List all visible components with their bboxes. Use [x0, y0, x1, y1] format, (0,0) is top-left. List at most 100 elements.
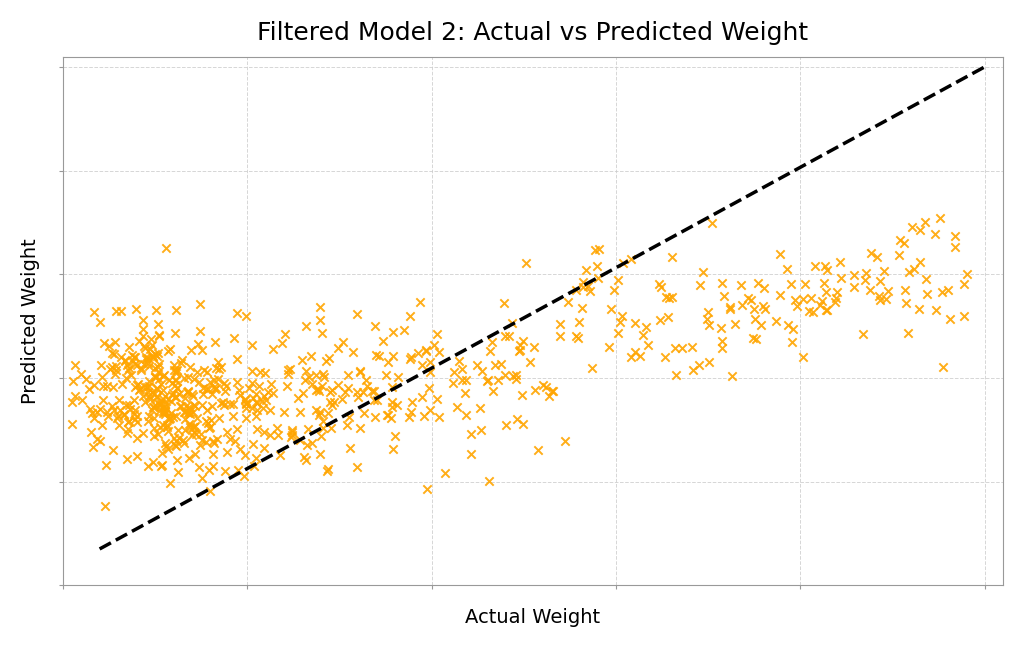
Point: [757, 304, 773, 314]
Point: [319, 464, 336, 474]
Point: [127, 405, 143, 415]
Point: [282, 364, 298, 374]
Point: [700, 319, 717, 330]
Point: [121, 342, 137, 353]
Point: [126, 382, 142, 392]
Point: [139, 388, 156, 398]
Point: [733, 280, 750, 290]
Point: [145, 351, 162, 361]
Point: [145, 402, 162, 412]
Point: [194, 472, 210, 483]
Point: [221, 434, 238, 444]
Point: [322, 397, 338, 408]
Point: [319, 408, 336, 418]
Point: [162, 413, 178, 423]
Point: [140, 415, 157, 426]
Point: [175, 438, 191, 448]
Point: [126, 352, 142, 362]
Point: [166, 360, 182, 370]
Point: [201, 465, 217, 476]
Point: [511, 346, 527, 356]
Point: [514, 389, 530, 400]
Point: [940, 284, 956, 295]
Point: [254, 397, 270, 407]
Point: [556, 436, 572, 446]
Y-axis label: Predicted Weight: Predicted Weight: [20, 238, 40, 404]
Point: [458, 410, 474, 421]
Point: [326, 397, 342, 407]
Point: [151, 319, 167, 329]
Point: [414, 360, 430, 370]
Point: [656, 352, 673, 362]
Point: [95, 338, 112, 349]
Point: [831, 257, 848, 268]
Point: [153, 461, 169, 471]
Point: [168, 392, 184, 402]
Point: [160, 394, 176, 404]
Point: [238, 394, 254, 404]
Point: [221, 399, 238, 409]
Point: [162, 344, 178, 354]
Point: [162, 478, 178, 488]
Point: [911, 304, 928, 314]
Point: [173, 401, 189, 411]
Point: [153, 398, 169, 408]
Point: [151, 330, 167, 341]
Point: [493, 359, 509, 369]
Point: [508, 374, 524, 384]
Point: [310, 386, 327, 396]
Point: [135, 390, 152, 400]
Point: [871, 276, 888, 286]
Point: [590, 273, 606, 284]
Point: [148, 391, 165, 401]
Point: [568, 330, 585, 341]
Point: [153, 379, 169, 389]
Point: [151, 373, 167, 384]
Point: [932, 213, 948, 224]
Point: [437, 468, 454, 478]
Point: [854, 329, 870, 340]
Point: [716, 291, 732, 301]
Point: [366, 386, 382, 397]
Point: [63, 419, 80, 429]
Point: [463, 449, 479, 459]
Point: [868, 251, 885, 262]
Point: [463, 429, 479, 439]
Point: [208, 362, 224, 373]
Point: [746, 304, 763, 314]
Point: [897, 285, 913, 295]
Point: [198, 384, 214, 394]
Point: [213, 397, 229, 408]
Point: [356, 408, 373, 418]
Point: [421, 383, 437, 393]
Point: [817, 305, 834, 315]
Point: [244, 365, 260, 376]
Point: [198, 416, 214, 426]
Point: [335, 338, 351, 348]
Point: [85, 413, 101, 424]
Point: [454, 375, 470, 386]
Point: [312, 302, 329, 312]
Point: [194, 345, 210, 355]
Point: [342, 443, 358, 453]
Point: [401, 411, 418, 422]
Point: [300, 371, 316, 382]
Point: [104, 362, 121, 372]
Point: [529, 445, 546, 456]
Point: [946, 242, 963, 253]
Point: [73, 368, 89, 378]
Point: [120, 424, 136, 434]
Point: [166, 433, 182, 443]
Point: [193, 325, 209, 336]
Point: [217, 381, 233, 391]
Point: [189, 413, 206, 423]
Point: [471, 403, 487, 413]
Point: [241, 383, 257, 393]
Point: [183, 389, 200, 399]
Point: [330, 343, 346, 354]
Point: [108, 365, 124, 375]
Point: [354, 386, 371, 397]
Point: [496, 297, 512, 308]
Point: [216, 399, 232, 410]
Point: [167, 327, 183, 338]
